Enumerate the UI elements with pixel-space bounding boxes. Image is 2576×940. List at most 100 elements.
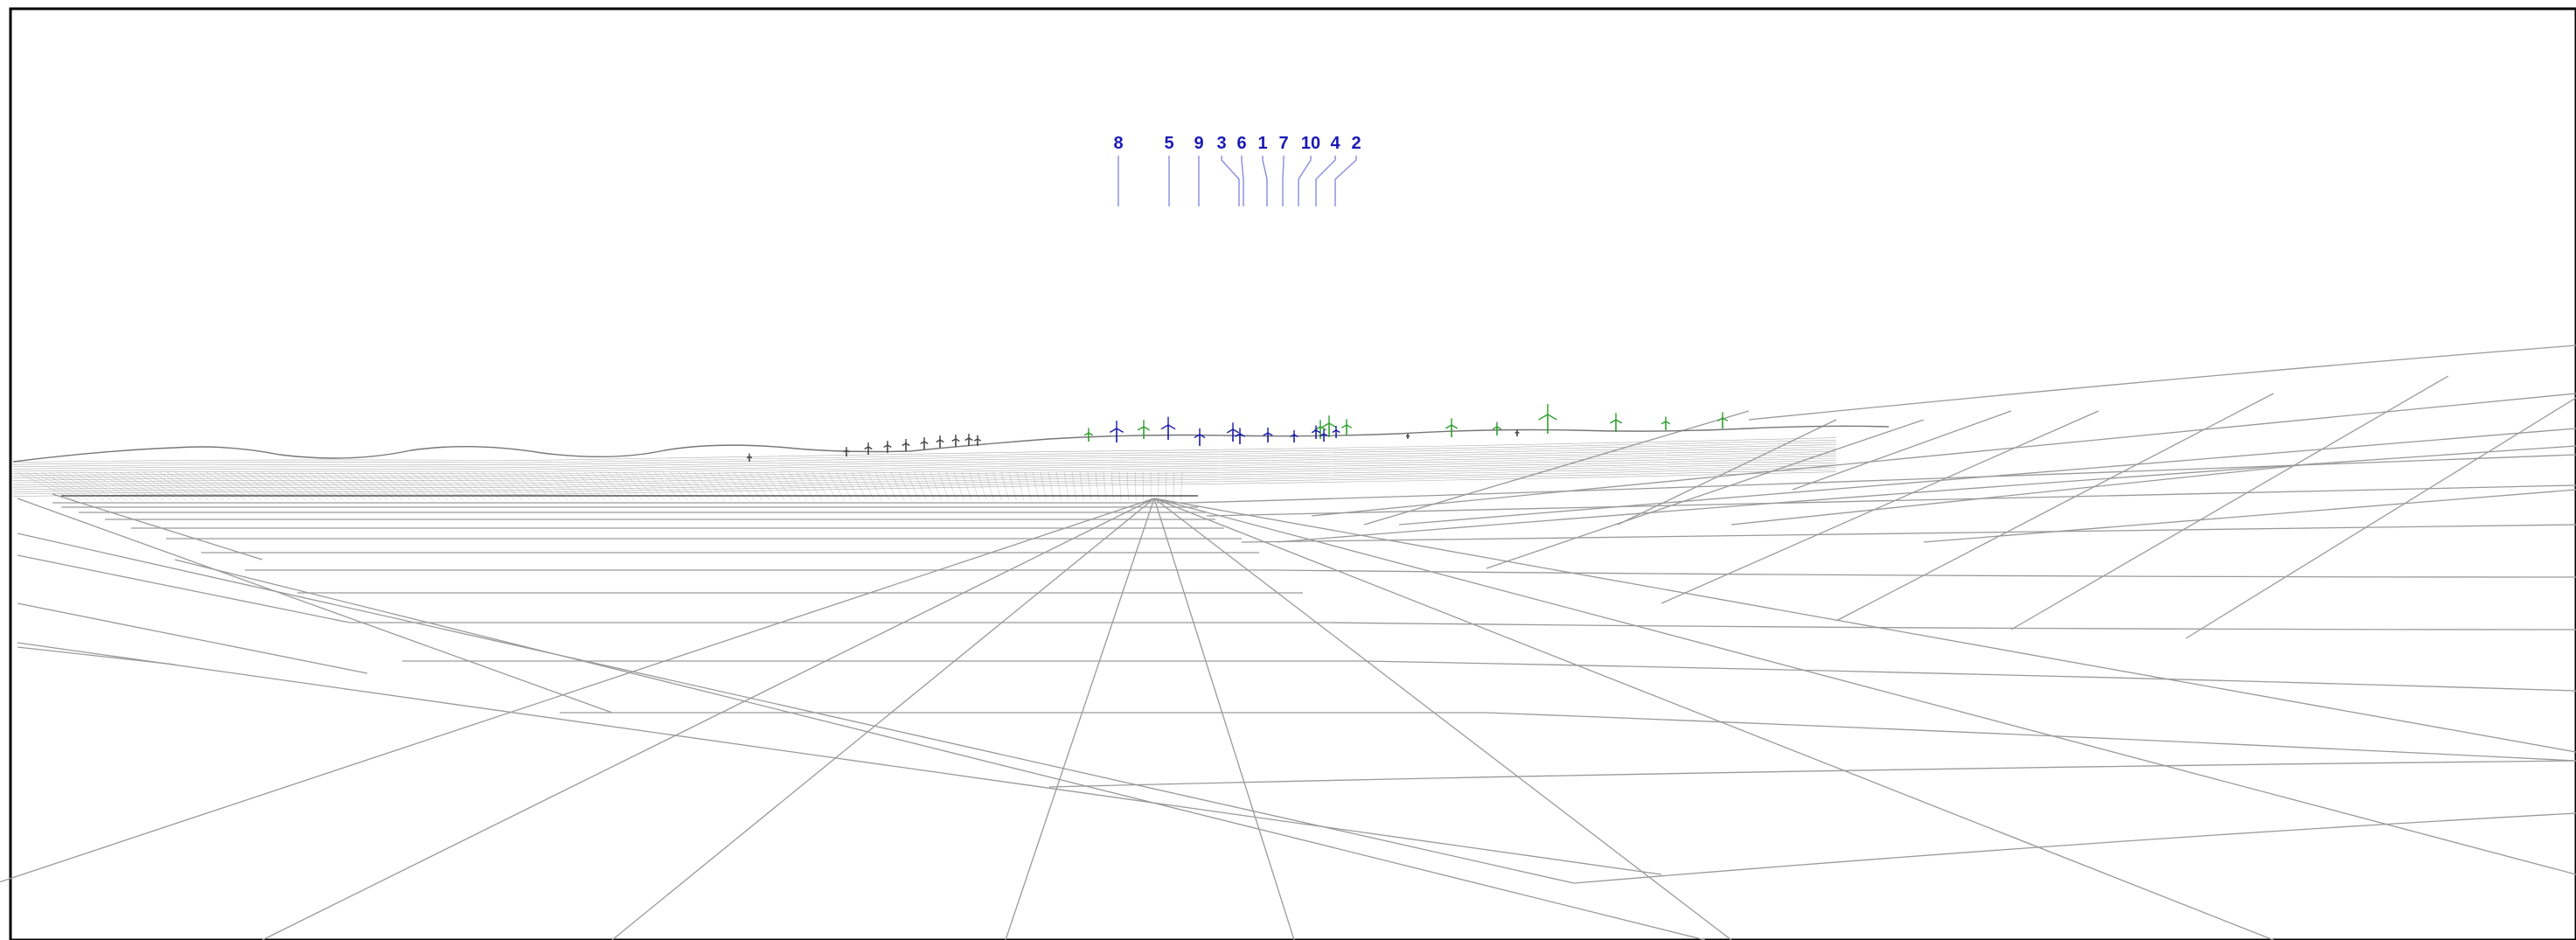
wind-turbine-blue-icon: [1319, 429, 1328, 442]
turbine-label-7: 7: [1278, 134, 1289, 206]
terrain-slope-line: [1730, 463, 2318, 526]
wind-turbine-blue-icon: [1263, 427, 1273, 442]
wind-turbine-blue-icon: [1234, 428, 1246, 444]
wind-turbine-blue-icon: [1226, 422, 1240, 442]
wind-turbine-dark-icon: [951, 435, 960, 447]
turbine-label-3: 3: [1216, 134, 1240, 206]
grid-line-radial: [0, 498, 1155, 883]
wind-turbine-green-icon: [1538, 403, 1557, 434]
grid-line-radial: [261, 498, 1155, 940]
terrain-contour: [1188, 454, 2576, 504]
wind-turbine-dark-icon: [864, 442, 873, 455]
label-leader-line: [1241, 156, 1244, 206]
wind-turbine-dark-icon: [843, 447, 850, 456]
turbine-label-1: 1: [1257, 134, 1268, 206]
distant-turbine-group: [746, 429, 1520, 462]
turbine-number-label: 6: [1236, 134, 1246, 153]
turbine-number-label: 9: [1194, 134, 1203, 153]
distant-terrain-mesh: [12, 425, 1890, 501]
wind-turbine-blue-icon: [1194, 428, 1206, 446]
terrain-contour: [1048, 760, 2576, 788]
turbine-number-label: 10: [1301, 134, 1320, 153]
wind-turbine-blue-icon: [1109, 421, 1124, 442]
grid-line-radial: [1153, 498, 1732, 940]
turbine-number-label: 5: [1164, 134, 1173, 153]
wind-turbine-green-icon: [1340, 419, 1353, 435]
turbine-number-label: 1: [1257, 134, 1267, 153]
terrain-ridge-line: [17, 498, 613, 714]
cumulative-turbine-group: [1083, 403, 1729, 442]
wind-turbine-blue-icon: [1311, 425, 1321, 439]
wind-turbine-dark-icon: [883, 441, 892, 453]
turbine-label-group: 8 5 9 3 6 1 7 10 4 2: [1113, 134, 1361, 206]
terrain-contour: [1363, 660, 2576, 692]
turbine-label-5: 5: [1164, 134, 1174, 206]
terrain-contour: [1486, 712, 2576, 762]
wind-turbine-blue-icon: [1290, 430, 1298, 442]
terrain-contour: [1276, 445, 2576, 543]
frame-border: [9, 7, 2576, 940]
wind-turbine-green-icon: [1492, 421, 1502, 435]
wind-turbine-dark-icon: [964, 434, 973, 446]
wind-turbine-green-icon: [1321, 415, 1337, 437]
terrain-slope-line: [1486, 419, 1925, 569]
turbine-number-label: 3: [1216, 134, 1226, 153]
wind-turbine-dark-icon: [1405, 433, 1410, 439]
turbine-label-9: 9: [1194, 134, 1204, 206]
wind-turbine-dark-icon: [902, 439, 910, 451]
label-leader-line: [1221, 156, 1240, 206]
terrain-slope-line: [1835, 393, 2274, 622]
label-leader-line: [1298, 156, 1312, 206]
terrain-slope-line: [2010, 375, 2449, 630]
turbine-number-label: 7: [1278, 134, 1288, 153]
grid-line-radial: [1153, 498, 1295, 940]
terrain-contour: [1276, 569, 2576, 578]
wind-turbine-dark-icon: [973, 435, 982, 446]
grid-line-radial: [1153, 498, 2274, 940]
turbine-label-2: 2: [1334, 134, 1361, 206]
terrain-slope-line: [2185, 397, 2576, 639]
terrain-slope-line: [1363, 410, 1750, 526]
wind-turbine-dark-icon: [746, 453, 753, 462]
terrain-contour: [1241, 524, 2576, 543]
label-leader-line: [1315, 156, 1336, 206]
terrain-contour: [1328, 622, 2576, 630]
terrain-ridge-line: [174, 559, 1706, 940]
wind-turbine-blue-icon: [1332, 426, 1340, 438]
grid-line-radial: [1005, 498, 1155, 940]
terrain-contour: [1748, 345, 2576, 421]
ridge-skyline: [12, 425, 1890, 463]
terrain-ridge-line: [17, 642, 1662, 875]
terrain-ridge-line: [17, 554, 351, 623]
terrain-slope-line: [1923, 489, 2576, 543]
turbine-label-6: 6: [1236, 134, 1247, 206]
turbine-number-label: 2: [1351, 134, 1361, 153]
wind-turbine-green-icon: [1609, 413, 1623, 432]
turbine-label-4: 4: [1315, 134, 1340, 206]
label-leader-line: [1334, 156, 1357, 206]
turbine-number-label: 8: [1113, 134, 1123, 153]
grid-line-radial: [1153, 498, 2576, 875]
wind-turbine-green-icon: [1083, 428, 1094, 442]
turbine-number-label: 4: [1330, 134, 1340, 153]
grid-line-radial: [1153, 498, 2576, 753]
terrain-ridge-line: [17, 602, 368, 674]
label-leader-line: [1262, 156, 1268, 206]
wind-turbine-green-icon: [1660, 416, 1671, 430]
proposed-turbine-group: [1109, 416, 1340, 446]
wind-turbine-dark-icon: [936, 435, 944, 448]
wind-turbine-dark-icon: [1514, 429, 1520, 436]
terrain-ridge-line: [17, 533, 1575, 884]
wind-turbine-dark-icon: [920, 437, 929, 449]
grid-line-radial: [611, 498, 1155, 940]
terrain-slope-line: [1792, 410, 2012, 491]
terrain-contour: [1573, 812, 2576, 884]
wind-turbine-green-icon: [1445, 418, 1459, 437]
terrain-ridge-line: [52, 493, 263, 561]
wind-turbine-green-icon: [1716, 412, 1729, 428]
turbine-label-8: 8: [1113, 134, 1124, 206]
turbine-label-10: 10: [1298, 134, 1320, 206]
label-leader-line: [1282, 156, 1285, 206]
wind-turbine-green-icon: [1137, 420, 1151, 439]
